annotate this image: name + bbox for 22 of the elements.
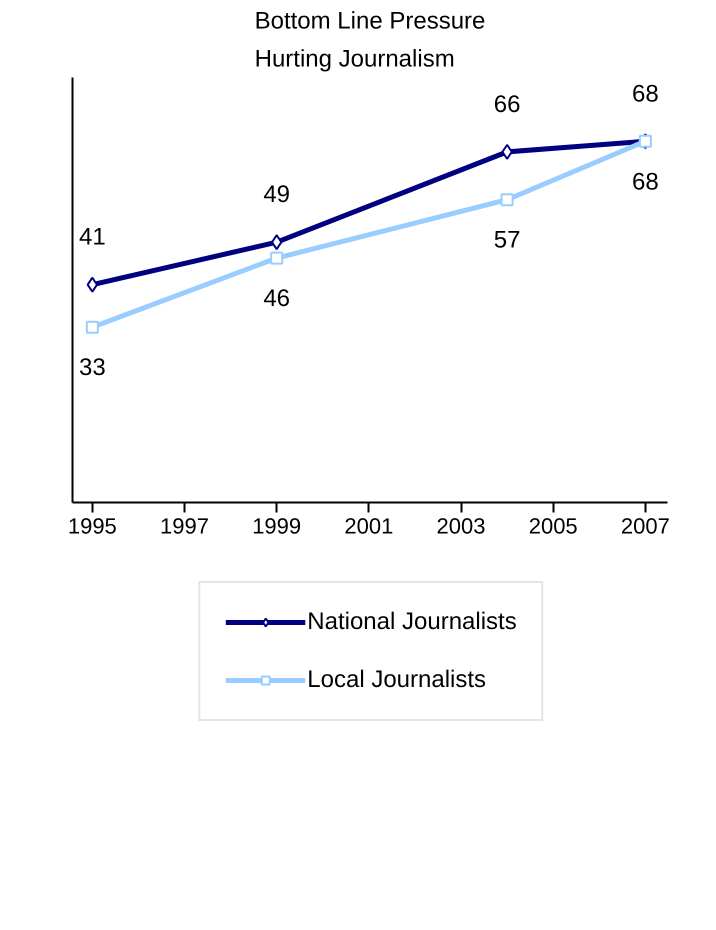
legend-label: National Journalists [307, 608, 517, 636]
x-tick-label: 2001 [344, 514, 394, 538]
data-label: 49 [263, 181, 290, 208]
x-tick-label: 2003 [436, 514, 486, 538]
data-label: 46 [263, 285, 290, 312]
data-label: 68 [632, 168, 659, 196]
data-label: 66 [494, 90, 520, 118]
data-label: 57 [494, 226, 520, 254]
point [270, 252, 284, 265]
point [86, 320, 99, 334]
point [501, 144, 513, 160]
chart-title: Bottom Line Pressure Hurting Journalism [254, 8, 486, 72]
legend-label: Local Journalists [307, 666, 486, 694]
data-label: 33 [78, 354, 106, 382]
x-tick-label: 1995 [68, 514, 117, 538]
x-tick-label: 1999 [252, 514, 302, 538]
point [500, 193, 514, 206]
data-label: 41 [78, 224, 106, 251]
x-tick-label: 2005 [528, 514, 578, 538]
x-tick-label: 1997 [160, 514, 209, 538]
x-tick-label: 2007 [620, 514, 670, 538]
data-label: 68 [632, 80, 659, 108]
